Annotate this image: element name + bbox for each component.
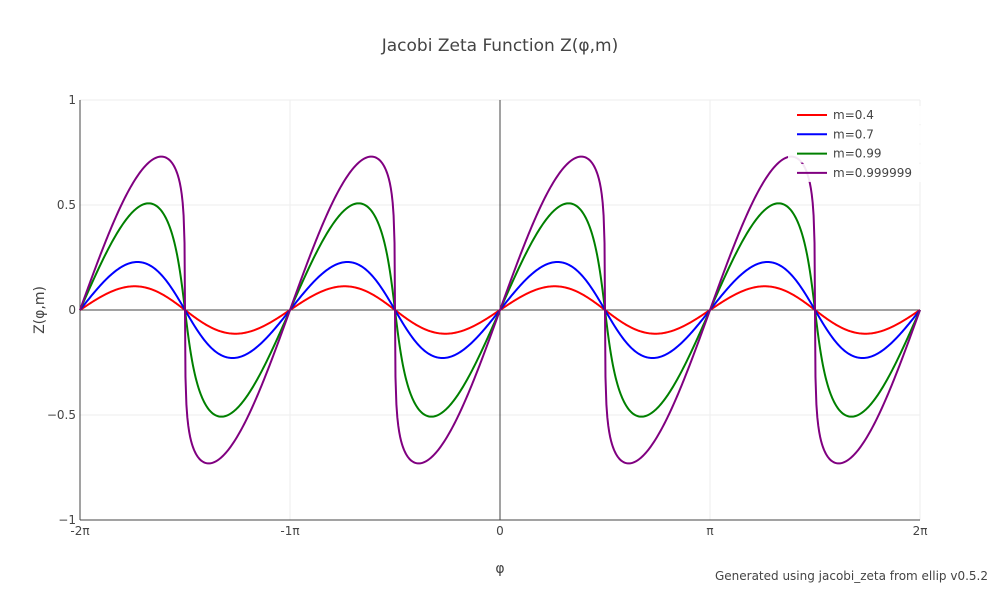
series-layer bbox=[79, 155, 921, 465]
footnote: Generated using jacobi_zeta from ellip v… bbox=[715, 569, 988, 583]
y-tick-label: 0 bbox=[68, 303, 76, 317]
legend-label: m=0.7 bbox=[833, 127, 874, 141]
x-tick-label: π bbox=[706, 524, 713, 538]
legend-item-bg bbox=[788, 163, 924, 182]
legend-item-bg bbox=[788, 106, 924, 124]
chart-title: Jacobi Zeta Function Z(φ,m) bbox=[381, 36, 619, 56]
x-tick-label: -2π bbox=[70, 524, 89, 538]
x-tick-label: -1π bbox=[280, 524, 299, 538]
ticks: -2π -1π 0 π 2π −1 −0.5 0 0.5 1 bbox=[47, 93, 928, 538]
x-tick-label: 0 bbox=[496, 524, 504, 538]
legend-label: m=0.4 bbox=[833, 108, 874, 122]
legend-item[interactable]: m=0.4 bbox=[788, 106, 924, 124]
legend-item-bg bbox=[788, 144, 924, 163]
x-axis-label: φ bbox=[495, 561, 504, 577]
x-tick-label: 2π bbox=[913, 524, 928, 538]
legend[interactable]: m=0.4 m=0.7 m=0.99 m=0.999999 bbox=[788, 106, 924, 182]
legend-label: m=0.99 bbox=[833, 147, 881, 161]
legend-item[interactable]: m=0.7 bbox=[788, 125, 924, 144]
legend-item[interactable]: m=0.99 bbox=[788, 144, 924, 163]
y-axis-label: Z(φ,m) bbox=[32, 286, 48, 334]
y-tick-label: −1 bbox=[58, 513, 76, 527]
y-tick-label: −0.5 bbox=[47, 408, 76, 422]
y-tick-label: 0.5 bbox=[57, 198, 76, 212]
series-line bbox=[79, 155, 921, 465]
legend-label: m=0.999999 bbox=[833, 166, 912, 180]
y-tick-label: 1 bbox=[68, 93, 76, 107]
legend-item[interactable]: m=0.999999 bbox=[788, 163, 924, 182]
legend-item-bg bbox=[788, 125, 924, 144]
